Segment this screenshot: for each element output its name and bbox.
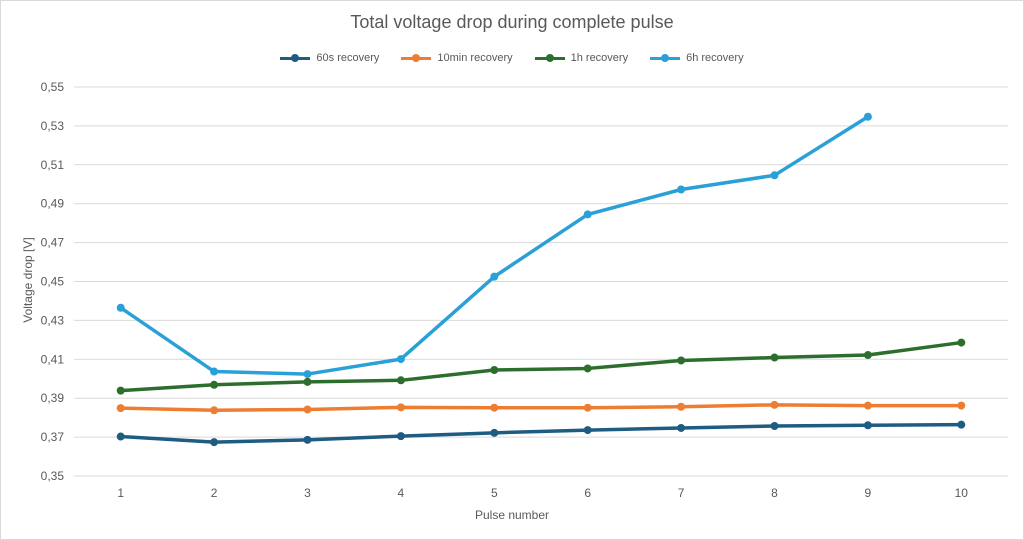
legend-item-6h-recovery: 6h recovery (650, 52, 744, 64)
legend-swatch (534, 53, 565, 62)
y-tick-label: 0,35 (41, 469, 65, 483)
data-point-10min-recovery (583, 403, 592, 412)
x-axis-label: Pulse number (474, 508, 550, 522)
data-point-1h-recovery (396, 376, 405, 385)
x-tick-label: 8 (771, 486, 778, 500)
data-point-60s-recovery (490, 428, 499, 437)
data-point-1h-recovery (770, 353, 779, 362)
y-tick-label: 0,49 (41, 197, 65, 211)
y-tick-label: 0,55 (41, 80, 65, 94)
data-point-10min-recovery (770, 400, 779, 409)
y-tick-label: 0,39 (41, 391, 65, 405)
legend-swatch (280, 53, 311, 62)
data-point-10min-recovery (677, 402, 686, 411)
data-point-10min-recovery (396, 403, 405, 412)
data-point-60s-recovery (677, 423, 686, 432)
data-point-1h-recovery (490, 365, 499, 374)
series-line-10min-recovery (118, 403, 964, 413)
series-line-1h-recovery (118, 340, 964, 393)
data-point-6h-recovery (210, 367, 219, 376)
x-tick-label: 9 (865, 486, 872, 500)
x-tick-label: 2 (211, 486, 218, 500)
legend-item-10min-recovery: 10min recovery (401, 52, 513, 64)
y-tick-label: 0,37 (41, 430, 65, 444)
y-tick-label: 0,53 (41, 119, 65, 133)
x-tick-label: 5 (491, 486, 498, 500)
y-tick-label: 0,47 (41, 236, 65, 250)
legend-item-1h-recovery: 1h recovery (534, 52, 629, 64)
data-point-1h-recovery (303, 377, 312, 386)
series-line-6h-recovery (118, 115, 870, 376)
data-point-10min-recovery (863, 401, 872, 410)
x-tick-label: 10 (955, 486, 969, 500)
x-tick-label: 4 (398, 486, 405, 500)
legend-swatch (401, 53, 432, 62)
data-point-6h-recovery (116, 303, 125, 312)
legend-label: 10min recovery (437, 52, 513, 64)
data-point-10min-recovery (490, 403, 499, 412)
x-tick-label: 7 (678, 486, 685, 500)
data-point-6h-recovery (863, 112, 872, 121)
x-tick-label: 3 (304, 486, 311, 500)
data-point-60s-recovery (957, 420, 966, 429)
data-point-6h-recovery (396, 355, 405, 364)
x-tick-label: 1 (117, 486, 124, 500)
series-line-60s-recovery (118, 422, 964, 444)
data-point-1h-recovery (116, 386, 125, 395)
data-point-60s-recovery (770, 422, 779, 431)
legend-label: 1h recovery (570, 52, 629, 64)
y-axis-label: Voltage drop [V] (21, 237, 35, 323)
legend-item-60s-recovery: 60s recovery (280, 52, 379, 64)
chart-legend: 60s recovery 10min recovery 1h recovery 6h … (0, 52, 1024, 64)
data-point-60s-recovery (396, 432, 405, 441)
legend-label: 6h recovery (686, 52, 744, 64)
legend-label: 60s recovery (316, 52, 380, 64)
data-point-6h-recovery (490, 272, 499, 281)
y-tick-label: 0,45 (41, 275, 65, 289)
data-point-6h-recovery (583, 210, 592, 219)
data-point-10min-recovery (957, 401, 966, 410)
chart-title: Total voltage drop during complete pulse (350, 12, 674, 32)
data-point-6h-recovery (303, 370, 312, 379)
data-point-10min-recovery (303, 405, 312, 414)
y-tick-label: 0,51 (41, 158, 65, 172)
data-point-1h-recovery (957, 338, 966, 347)
data-point-60s-recovery (303, 435, 312, 444)
data-point-6h-recovery (770, 171, 779, 180)
data-point-10min-recovery (210, 406, 219, 415)
data-point-10min-recovery (116, 404, 125, 413)
data-point-1h-recovery (583, 364, 592, 373)
x-tick-label: 6 (584, 486, 591, 500)
data-point-1h-recovery (863, 351, 872, 360)
data-point-60s-recovery (116, 432, 125, 441)
data-point-1h-recovery (210, 380, 219, 389)
data-point-1h-recovery (677, 356, 686, 365)
data-point-60s-recovery (210, 438, 219, 447)
data-point-60s-recovery (863, 421, 872, 430)
data-point-60s-recovery (583, 426, 592, 435)
y-tick-label: 0,43 (41, 313, 65, 327)
data-point-6h-recovery (677, 185, 686, 194)
y-tick-label: 0,41 (41, 352, 65, 366)
legend-swatch (650, 53, 681, 62)
